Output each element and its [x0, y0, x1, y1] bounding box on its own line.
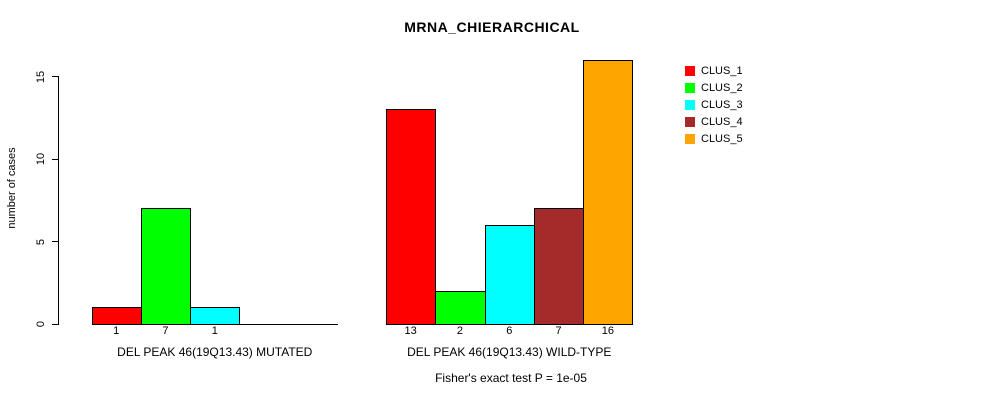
bar-value-label: 1 — [211, 325, 218, 337]
legend-label: CLUS_5 — [701, 132, 743, 145]
group-label: DEL PEAK 46(19Q13.43) WILD-TYPE — [407, 344, 612, 359]
legend-item-clus_5: CLUS_5 — [685, 130, 743, 147]
bar-clus_2 — [435, 290, 486, 325]
legend-item-clus_1: CLUS_1 — [685, 62, 743, 79]
bar-value-label: 2 — [456, 325, 463, 337]
legend-swatch-icon — [685, 116, 695, 127]
bar-clus_2 — [140, 208, 192, 325]
bar-value-label: 6 — [506, 325, 513, 337]
legend-swatch-icon — [685, 99, 695, 110]
bar-value-label: 13 — [404, 325, 417, 337]
legend: CLUS_1 CLUS_2 CLUS_3 CLUS_4 CLUS_5 — [685, 62, 743, 147]
bar-clus_4 — [533, 208, 585, 325]
bar-value-label: 7 — [555, 325, 562, 337]
y-tick-label: 5 — [35, 238, 47, 245]
legend-label: CLUS_4 — [701, 115, 743, 128]
group-label: DEL PEAK 46(19Q13.43) MUTATED — [117, 344, 313, 359]
bar-clus_5 — [583, 59, 634, 325]
bar-clus_3 — [190, 307, 241, 325]
bar-clus_1 — [91, 307, 142, 325]
y-tick-label: 15 — [35, 70, 47, 83]
legend-swatch-icon — [685, 82, 695, 93]
y-axis-tick — [52, 323, 58, 325]
fisher-test-annotation: Fisher's exact test P = 1e-05 — [435, 371, 587, 385]
bar-value-label: 16 — [601, 325, 614, 337]
legend-label: CLUS_2 — [701, 81, 743, 94]
y-axis-line — [58, 76, 59, 325]
y-tick-label: 10 — [35, 152, 47, 166]
legend-item-clus_2: CLUS_2 — [685, 79, 743, 96]
bar-clus_3 — [484, 224, 535, 325]
bar-clus_1 — [386, 109, 437, 325]
legend-item-clus_3: CLUS_3 — [685, 96, 743, 113]
y-axis-tick — [52, 241, 58, 242]
legend-label: CLUS_3 — [701, 98, 743, 111]
legend-swatch-icon — [685, 65, 695, 76]
chart-title: MRNA_CHIERARCHICAL — [404, 19, 580, 35]
legend-label: CLUS_1 — [701, 64, 743, 77]
y-axis-tick — [52, 158, 58, 160]
legend-item-clus_4: CLUS_4 — [685, 113, 743, 130]
y-axis-label: number of cases — [6, 147, 18, 229]
legend-swatch-icon — [685, 133, 695, 144]
y-tick-label: 0 — [35, 320, 47, 328]
bar-value-label: 1 — [113, 325, 120, 337]
bar-value-label: 7 — [162, 325, 169, 337]
y-axis-tick — [52, 76, 58, 77]
